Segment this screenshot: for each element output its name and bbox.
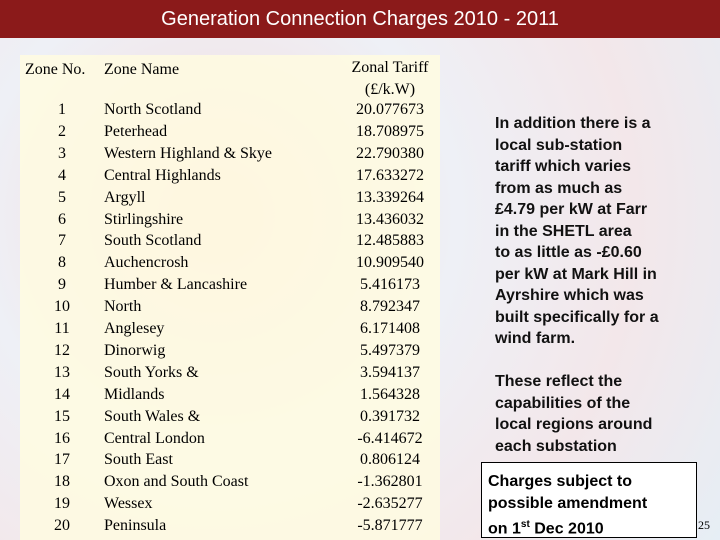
- column-header: Zonal Tariff: [351, 59, 429, 76]
- zonal-tariff: 10.909540: [356, 254, 424, 272]
- zonal-tariff: 13.339264: [356, 188, 424, 206]
- note-line: from as much as: [495, 179, 623, 197]
- superscript: st: [520, 519, 530, 530]
- tariff-table: Zone No. Zone Name Zonal Tariff (£/k.W) 1 Nor…: [20, 55, 440, 540]
- box-line: on 1st Dec 2010: [488, 514, 696, 540]
- zonal-tariff: 5.416173: [360, 276, 420, 294]
- zone-number: 15: [54, 407, 70, 425]
- note-line: local sub-station: [495, 136, 623, 154]
- zone-number: 17: [54, 451, 70, 469]
- zonal-tariff: 5.497379: [360, 341, 420, 359]
- zonal-tariff: -2.635277: [357, 495, 423, 513]
- zonal-tariff: 0.391732: [360, 407, 420, 425]
- zone-number: 7: [58, 232, 66, 250]
- zone-number: 10: [54, 298, 70, 316]
- zone-name: North: [104, 298, 142, 316]
- zone-number: 3: [58, 144, 66, 162]
- zone-name: Central Highlands: [104, 166, 221, 184]
- zone-number: 8: [58, 254, 66, 272]
- note-paragraph: In addition there is a local sub-station t…: [495, 113, 695, 350]
- zone-number: 1: [58, 101, 66, 118]
- zone-number: 19: [54, 495, 70, 513]
- note-paragraph: These reflect the capabilities of the loca…: [495, 371, 695, 457]
- box-line: Charges subject to: [488, 473, 633, 490]
- zone-name: South Yorks &: [104, 363, 199, 381]
- note-line: These reflect the: [495, 373, 623, 390]
- zone-name: Wessex: [104, 495, 153, 513]
- note-line: Ayrshire which was: [495, 287, 644, 304]
- note-line: wind farm.: [495, 330, 576, 347]
- amendment-box: Charges subject to possible amendment on 1…: [481, 462, 697, 538]
- page-number: 25: [698, 518, 710, 532]
- zone-number: 11: [54, 320, 70, 337]
- zonal-tariff: -1.362801: [357, 473, 423, 491]
- zonal-tariff: 6.171408: [360, 320, 420, 337]
- note-line: capabilities of the: [495, 394, 631, 412]
- zonal-tariff: 0.806124: [360, 451, 420, 469]
- zone-name: Oxon and South Coast: [104, 473, 249, 491]
- column-header: Zone Name: [104, 61, 180, 78]
- zone-name: South Wales &: [104, 407, 201, 425]
- zone-number: 13: [54, 363, 70, 381]
- zone-number: 14: [54, 385, 70, 403]
- zone-name: South Scotland: [104, 232, 202, 250]
- zonal-tariff: 18.708975: [356, 122, 424, 140]
- zone-name: Central London: [104, 429, 205, 447]
- note-line: each substation: [495, 437, 617, 455]
- zone-number: 18: [54, 473, 70, 491]
- note-line: local regions around: [495, 416, 653, 433]
- zone-name: South East: [104, 451, 173, 469]
- note-line: per kW at Mark Hill in: [495, 265, 657, 283]
- zone-number: 9: [58, 276, 66, 294]
- zonal-tariff: 20.077673: [356, 101, 424, 118]
- note-line: built specifically for a: [495, 308, 659, 326]
- zonal-tariff: 17.633272: [356, 166, 424, 184]
- zone-name: Western Highland & Skye: [104, 144, 273, 162]
- zonal-tariff: 3.594137: [360, 363, 420, 381]
- column-header: Zone No.: [25, 61, 86, 78]
- zone-name: Peterhead: [104, 122, 168, 140]
- zone-number: 12: [54, 341, 70, 359]
- zone-number: 4: [58, 166, 66, 184]
- note-line: to as little as -£0.60: [495, 244, 642, 261]
- zone-name: Humber & Lancashire: [104, 276, 248, 294]
- zonal-tariff: -5.871777: [357, 517, 423, 535]
- zone-name: Anglesey: [104, 320, 165, 337]
- note-line: tariff which varies: [495, 158, 632, 175]
- zone-number: 16: [54, 429, 70, 447]
- zone-number: 5: [58, 188, 66, 206]
- zonal-tariff: 1.564328: [360, 385, 420, 403]
- zonal-tariff: 22.790380: [356, 144, 424, 162]
- note-line: in the SHETL area: [495, 222, 632, 240]
- zonal-tariff: 8.792347: [360, 298, 420, 316]
- zone-number: 2: [58, 122, 66, 140]
- zone-name: Dinorwig: [104, 341, 166, 359]
- zone-number: 20: [54, 517, 70, 535]
- zone-name: Argyll: [104, 188, 146, 206]
- zone-name: Stirlingshire: [104, 210, 184, 228]
- box-line: possible amendment: [488, 494, 648, 512]
- zonal-tariff: 12.485883: [356, 232, 424, 250]
- zonal-tariff: 13.436032: [356, 210, 424, 228]
- box-text: Dec 2010: [529, 520, 604, 538]
- zonal-tariff: -6.414672: [357, 429, 423, 447]
- column-header: (£/k.W): [364, 81, 416, 98]
- note-line: £4.79 per kW at Farr: [495, 201, 648, 218]
- zone-name: Peninsula: [104, 517, 167, 535]
- slide-title: Generation Connection Charges 2010 - 201…: [0, 0, 720, 38]
- note-line: In addition there is a: [495, 115, 651, 132]
- zone-name: North Scotland: [104, 101, 202, 118]
- box-text: on 1: [488, 520, 521, 538]
- zone-name: Auchencrosh: [104, 254, 189, 272]
- zone-number: 6: [58, 210, 66, 228]
- zone-name: Midlands: [104, 385, 165, 403]
